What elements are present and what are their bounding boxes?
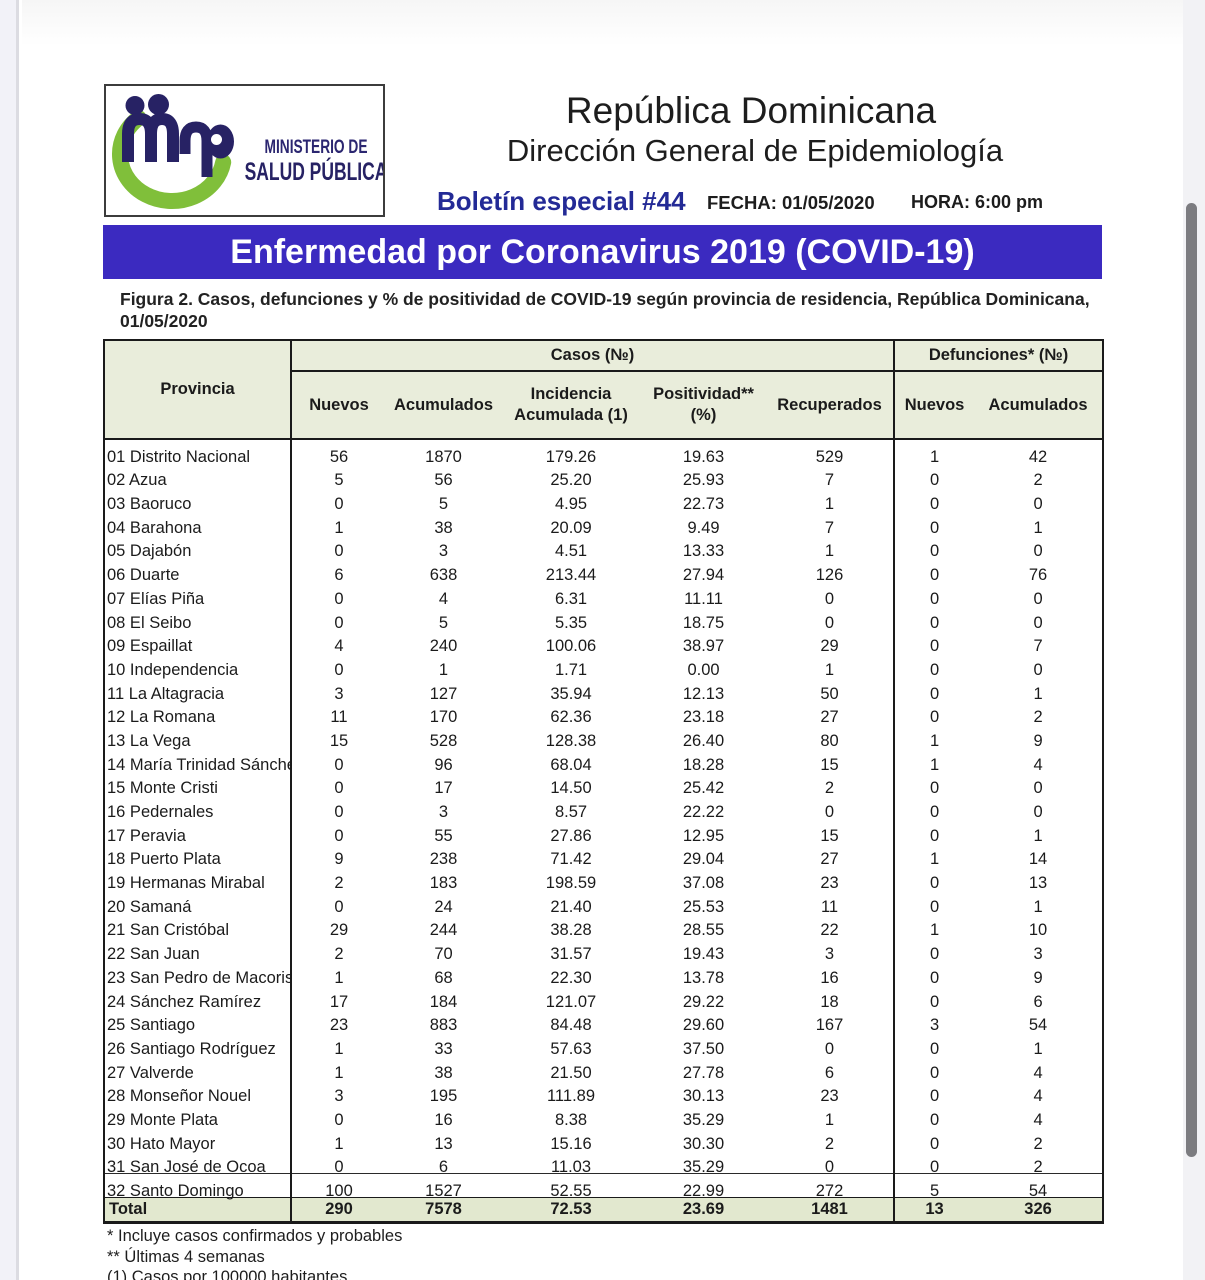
- svg-text:MINISTERIO DE: MINISTERIO DE: [265, 136, 368, 158]
- svg-text:SALUD PÚBLICA: SALUD PÚBLICA: [245, 157, 383, 186]
